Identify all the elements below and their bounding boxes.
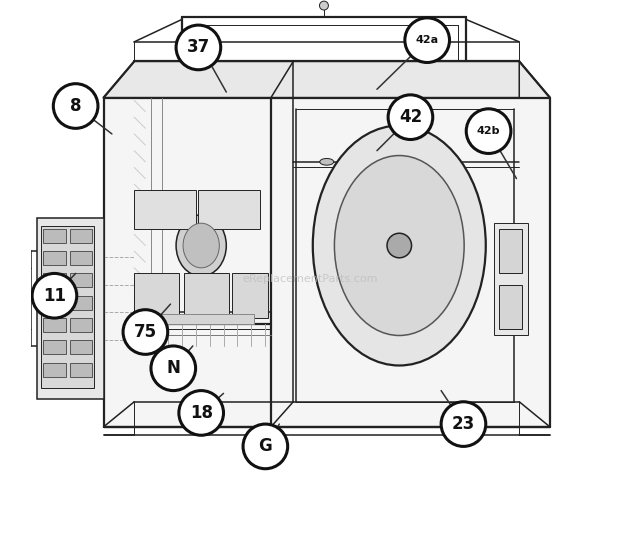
Text: 11: 11 (43, 287, 66, 305)
Ellipse shape (334, 156, 464, 335)
Bar (134, 273, 179, 318)
Text: 75: 75 (134, 323, 157, 341)
Bar (43, 318, 66, 332)
Text: 42: 42 (399, 108, 422, 126)
Text: eReplacementParts.com: eReplacementParts.com (242, 274, 378, 284)
Bar (70, 251, 92, 265)
Ellipse shape (320, 158, 334, 165)
Circle shape (387, 233, 412, 258)
Polygon shape (104, 98, 550, 427)
Circle shape (179, 391, 223, 435)
Bar (134, 190, 196, 229)
Bar (41, 226, 94, 388)
Text: G: G (259, 437, 272, 455)
Circle shape (319, 1, 329, 10)
Circle shape (53, 84, 98, 128)
Bar (494, 223, 528, 335)
Polygon shape (37, 218, 104, 399)
Text: 18: 18 (190, 404, 213, 422)
Bar (70, 318, 92, 332)
Bar (43, 340, 66, 354)
Bar (43, 363, 66, 377)
Polygon shape (520, 61, 550, 427)
Bar (70, 363, 92, 377)
Circle shape (388, 95, 433, 140)
Text: 42a: 42a (415, 35, 439, 45)
Circle shape (405, 18, 450, 62)
Ellipse shape (183, 223, 219, 268)
Circle shape (151, 346, 196, 391)
Bar (70, 296, 92, 310)
Text: 42b: 42b (477, 126, 500, 136)
Circle shape (123, 310, 167, 354)
Bar (198, 190, 260, 229)
Circle shape (32, 273, 77, 318)
Polygon shape (104, 61, 550, 98)
Bar (70, 340, 92, 354)
Text: 8: 8 (70, 97, 81, 115)
Bar (43, 273, 66, 287)
Bar (43, 251, 66, 265)
Bar (498, 285, 522, 329)
Bar (43, 229, 66, 243)
Text: N: N (166, 359, 180, 377)
Bar (70, 273, 92, 287)
Bar (232, 273, 268, 318)
Bar (185, 273, 229, 318)
Text: 23: 23 (452, 415, 475, 433)
Polygon shape (134, 61, 520, 402)
Bar (143, 314, 254, 324)
Circle shape (243, 424, 288, 469)
Ellipse shape (313, 126, 486, 365)
Circle shape (441, 402, 486, 446)
Bar (498, 229, 522, 273)
Text: 37: 37 (187, 39, 210, 56)
Circle shape (466, 109, 511, 153)
Bar (70, 229, 92, 243)
Circle shape (176, 25, 221, 70)
Bar (43, 296, 66, 310)
Ellipse shape (176, 215, 226, 276)
